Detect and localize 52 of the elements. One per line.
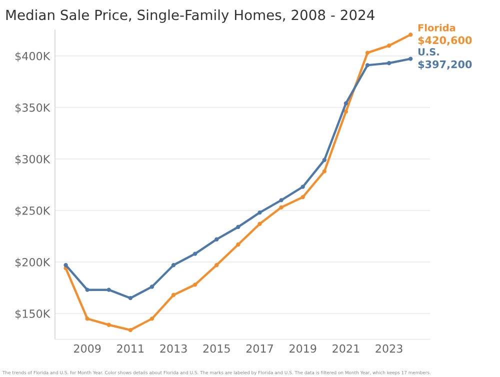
point bbox=[193, 252, 198, 256]
point bbox=[322, 169, 326, 174]
chart-title: Median Sale Price, Single-Family Homes, 2008 - 2024 bbox=[6, 9, 374, 23]
point bbox=[279, 198, 284, 202]
point bbox=[365, 63, 370, 68]
x-tick-label: 2019 bbox=[290, 344, 316, 353]
x-tick-label: 2015 bbox=[203, 344, 230, 353]
point bbox=[322, 158, 326, 162]
point bbox=[128, 328, 133, 332]
y-tick-label: $350K bbox=[15, 103, 50, 114]
data-label: $420,600 bbox=[418, 36, 472, 46]
point bbox=[236, 224, 240, 230]
point bbox=[150, 316, 154, 321]
y-tick-label: $300K bbox=[15, 154, 50, 165]
point bbox=[193, 282, 198, 287]
point bbox=[279, 205, 284, 210]
point bbox=[236, 242, 240, 247]
y-tick-label: $200K bbox=[15, 258, 50, 268]
point bbox=[214, 263, 219, 268]
point bbox=[214, 237, 219, 242]
point bbox=[258, 210, 262, 215]
data-label: $397,200 bbox=[418, 60, 472, 70]
point bbox=[106, 322, 111, 327]
point bbox=[386, 61, 392, 66]
x-tick-label: 2013 bbox=[160, 344, 187, 353]
point bbox=[365, 50, 370, 55]
point bbox=[106, 288, 111, 292]
y-tick-label: $250K bbox=[15, 206, 50, 216]
x-tick-label: 2021 bbox=[332, 344, 360, 353]
series-label: Florida bbox=[418, 24, 456, 32]
point bbox=[344, 109, 348, 114]
point bbox=[85, 288, 90, 292]
y-tick-label: $150K bbox=[15, 309, 50, 320]
x-tick-label: 2017 bbox=[246, 344, 273, 353]
series-label: U.S. bbox=[418, 48, 439, 56]
point bbox=[300, 184, 305, 189]
point bbox=[344, 101, 348, 106]
point bbox=[258, 222, 262, 226]
point bbox=[171, 263, 176, 268]
point bbox=[386, 44, 392, 48]
point bbox=[85, 316, 90, 321]
point bbox=[128, 296, 133, 300]
point bbox=[171, 292, 176, 298]
y-tick-label: $400K bbox=[15, 52, 50, 62]
point bbox=[408, 56, 413, 61]
point bbox=[408, 32, 413, 37]
x-tick-label: 2009 bbox=[74, 344, 101, 353]
point bbox=[150, 284, 154, 289]
point bbox=[300, 195, 305, 200]
x-tick-label: 2023 bbox=[376, 344, 402, 353]
point bbox=[64, 263, 68, 268]
x-tick-label: 2011 bbox=[117, 344, 144, 353]
